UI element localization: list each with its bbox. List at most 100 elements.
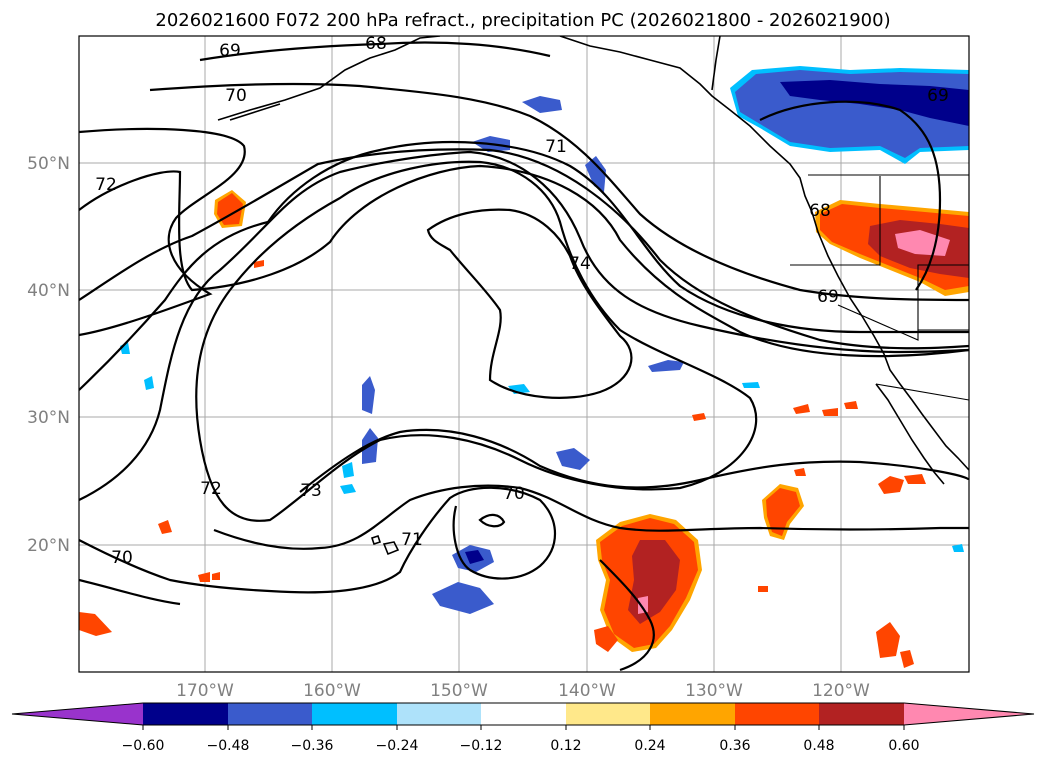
colorbar-segment: [143, 703, 228, 725]
colorbar-tick-label: 0.48: [803, 738, 834, 754]
contour-68-east: [759, 100, 942, 291]
contour-74-inner: [426, 208, 633, 399]
blue-patch: [522, 96, 562, 113]
longitude-labels: 170°W 160°W 150°W 140°W 130°W 120°W: [176, 681, 870, 701]
red-orange-patch: [254, 260, 264, 268]
map-frame: [78, 35, 970, 673]
cyan-patch: [340, 484, 356, 494]
colorbar-tick-label: 0.36: [719, 738, 750, 754]
contour-label: 69: [817, 287, 839, 307]
contour-70-southwest: [79, 578, 181, 606]
contour-label: 69: [219, 41, 241, 61]
lon-label: 120°W: [812, 681, 870, 701]
blue-patch: [432, 582, 494, 614]
coast-baja-california: [875, 383, 945, 485]
contour-73: [79, 148, 969, 350]
hawaii-island: [382, 541, 400, 556]
red-orange-patch: [212, 572, 220, 580]
lat-label: 50°N: [27, 154, 70, 174]
navy-patch: [465, 550, 484, 564]
blue-patch: [585, 156, 606, 192]
contour-69-mexico: [599, 559, 655, 672]
lat-label: 20°N: [27, 536, 70, 556]
red-orange-patch: [793, 404, 810, 414]
red-orange-patch: [198, 572, 210, 582]
contour-72-west: [79, 127, 246, 337]
contour-69-east: [149, 82, 969, 302]
lat-label: 30°N: [27, 408, 70, 428]
red-orange-patch: [876, 622, 900, 658]
colorbar-segment: [650, 703, 735, 725]
contour-label: 72: [95, 175, 117, 195]
map-area: 69 70 68 71 72 74 73 72 70 71 70 68 69 6…: [79, 34, 969, 672]
colorbar-tick-label: −0.24: [376, 738, 419, 754]
latitude-labels: 50°N 40°N 30°N 20°N: [27, 154, 70, 556]
coast-british-columbia: [711, 36, 721, 91]
colorbar-segment: [735, 703, 819, 725]
contour-label: 72: [200, 479, 222, 499]
political-borders: [790, 174, 969, 401]
colorbar-tick-label: 0.60: [888, 738, 919, 754]
lon-label: 130°W: [685, 681, 743, 701]
red-orange-patch: [878, 476, 904, 494]
colorbar-extend-low: [12, 703, 143, 725]
contour-label: 68: [365, 34, 387, 54]
lat-label: 40°N: [27, 281, 70, 301]
border-us-mexico: [875, 383, 969, 401]
coast-aleutians: [229, 103, 281, 121]
colorbar-segment: [312, 703, 397, 725]
contour-label: 70: [111, 548, 133, 568]
red-orange-patch: [79, 612, 112, 636]
refractivity-contours: [79, 41, 969, 672]
lon-label: 170°W: [176, 681, 234, 701]
contour-73-south: [299, 428, 969, 493]
border-nevada: [837, 304, 969, 341]
colorbar-tick-label: 0.12: [550, 738, 581, 754]
colorbar-segment: [481, 703, 566, 725]
red-orange-patch: [900, 650, 914, 668]
colorbar-tick-label: −0.12: [460, 738, 503, 754]
red-orange-patch: [692, 413, 706, 421]
red-orange-patch: [217, 193, 243, 225]
cyan-patch: [144, 376, 154, 390]
lon-label: 140°W: [558, 681, 616, 701]
contour-label: 74: [569, 254, 591, 274]
figure-title: 2026021600 F072 200 hPa refract., precip…: [155, 10, 890, 31]
contour-69-north: [199, 41, 551, 62]
red-orange-patch: [594, 626, 618, 652]
contour-70-south: [79, 486, 557, 594]
red-orange-patch: [844, 401, 858, 409]
border-oregon: [790, 176, 881, 266]
colorbar: −0.60 −0.48 −0.36 −0.24 −0.12 0.12 0.24 …: [11, 702, 1035, 754]
lon-label: 150°W: [430, 681, 488, 701]
positive-anomaly-areas: [79, 190, 969, 668]
colorbar-tick-label: −0.36: [291, 738, 334, 754]
red-orange-patch: [904, 474, 926, 484]
border-idaho: [917, 264, 969, 330]
colorbar-segment: [397, 703, 481, 725]
contour-label: 71: [401, 530, 423, 550]
blue-patch: [556, 448, 590, 470]
colorbar-segment: [228, 703, 312, 725]
pink-patch-mexico: [638, 596, 648, 614]
contour-70-mid: [79, 150, 969, 501]
coast-north-america: [559, 36, 969, 471]
colorbar-tick-label: 0.24: [634, 738, 665, 754]
colorbar-tick-label: −0.48: [207, 738, 250, 754]
blue-patch: [648, 360, 684, 372]
colorbar-segment: [566, 703, 650, 725]
contour-label: 70: [503, 484, 525, 504]
hawaii-island: [370, 534, 382, 546]
cyan-patch: [742, 382, 760, 388]
contour-small-closed: [478, 513, 506, 528]
contour-label: 73: [300, 481, 322, 501]
contour-label: 71: [545, 137, 567, 157]
colorbar-tick-label: −0.60: [122, 738, 165, 754]
contour-label: 69: [927, 86, 949, 106]
lon-label: 160°W: [303, 681, 361, 701]
red-orange-patch: [794, 468, 806, 476]
contour-label: 68: [809, 201, 831, 221]
contour-71: [79, 140, 969, 391]
red-orange-patch: [158, 520, 172, 534]
